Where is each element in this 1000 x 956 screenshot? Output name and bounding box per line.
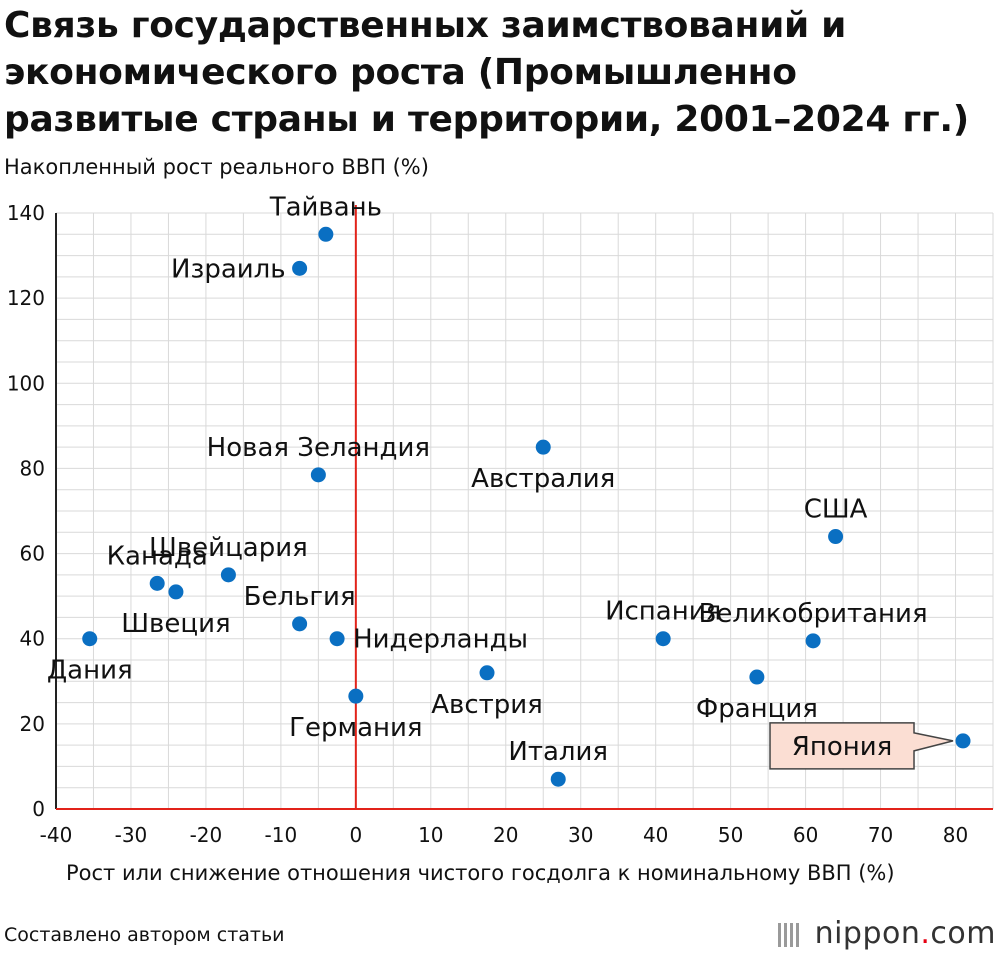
data-point (310, 467, 326, 483)
data-point (292, 616, 308, 632)
point-label: Тайвань (269, 192, 382, 222)
point-label-group: Новая Зеландия (207, 433, 430, 463)
point-label-group: Австралия (471, 464, 615, 494)
data-point (318, 226, 334, 242)
x-tick-label: 80 (943, 823, 968, 847)
x-tick-label: 70 (868, 823, 893, 847)
point-label: Новая Зеландия (207, 433, 430, 463)
point-label: Дания (47, 656, 133, 686)
tick-labels: 0 20 40 60 80 100 120 140 -40 -30 -20 -10 0 10 20 30 40 5… (7, 201, 968, 847)
point-label-group: Австрия (431, 690, 543, 720)
point-label-group: Нидерланды (353, 625, 528, 655)
point-label-group: Швейцария (149, 533, 308, 563)
point-label-group: США (804, 495, 868, 525)
x-tick-label: 0 (349, 823, 362, 847)
y-tick-label: 140 (7, 201, 45, 225)
x-tick-label: -30 (115, 823, 148, 847)
x-tick-label: -20 (190, 823, 223, 847)
point-label: Италия (508, 737, 608, 767)
point-label: Германия (289, 713, 422, 743)
data-point (292, 260, 308, 276)
x-tick-label: 30 (568, 823, 593, 847)
source-note: Составлено автором статьи (4, 924, 285, 946)
x-tick-label: 20 (493, 823, 518, 847)
x-tick-label: 50 (718, 823, 743, 847)
data-point (550, 771, 566, 787)
data-point (535, 439, 551, 455)
point-label: Великобритания (699, 599, 928, 629)
callout-box (769, 722, 954, 770)
data-point (329, 631, 345, 647)
point-label-group: Израиль (171, 254, 286, 284)
point-label-group: Испания (605, 597, 721, 627)
data-point (348, 688, 364, 704)
point-label-group: Швеция (121, 609, 230, 639)
point-label-group: Великобритания (699, 599, 928, 629)
y-tick-label: 40 (20, 627, 45, 651)
point-label: Испания (605, 597, 721, 627)
y-tick-label: 20 (20, 712, 45, 736)
point-label-group: Бельгия (244, 582, 356, 612)
point-label: Франция (696, 694, 818, 724)
data-point (149, 575, 165, 591)
point-label-group: Канада (107, 541, 208, 571)
x-tick-label: 60 (793, 823, 818, 847)
data-point (479, 665, 495, 681)
point-label: Япония (792, 732, 893, 762)
point-label: Швеция (121, 609, 230, 639)
data-point (955, 733, 971, 749)
x-axis-label: Рост или снижение отношения чистого госд… (66, 861, 895, 885)
point-label: Австрия (431, 690, 543, 720)
y-tick-label: 60 (20, 542, 45, 566)
data-point (828, 529, 844, 545)
x-tick-label: 40 (643, 823, 668, 847)
point-label: Швейцария (149, 533, 308, 563)
point-label: Бельгия (244, 582, 356, 612)
data-point (82, 631, 98, 647)
data-point (168, 584, 184, 600)
point-label-group: Франция (696, 694, 818, 724)
data-points (82, 226, 971, 787)
y-tick-label: 80 (20, 456, 45, 480)
data-point (220, 567, 236, 583)
chart-title: Связь государственных заимствований и эк… (4, 5, 969, 140)
x-tick-label: -10 (265, 823, 298, 847)
point-label: Австралия (471, 464, 615, 494)
point-label-group: Германия (289, 713, 422, 743)
point-label: Канада (107, 541, 208, 571)
point-label-group: Дания (47, 656, 133, 686)
point-label-group: Япония (769, 722, 954, 770)
x-tick-label: -40 (40, 823, 73, 847)
logo-suffix: com (930, 916, 996, 951)
nippon-logo-icon (778, 923, 799, 947)
y-tick-label: 100 (7, 371, 45, 395)
data-point (655, 631, 671, 647)
logo-dot: . (920, 916, 931, 951)
data-point (805, 633, 821, 649)
point-label: Израиль (171, 254, 286, 284)
point-label: Нидерланды (353, 625, 528, 655)
data-point (749, 669, 765, 685)
x-tick-label: 10 (418, 823, 443, 847)
axes (55, 205, 993, 810)
scatter-chart: 0 20 40 60 80 100 120 140 -40 -30 -20 -10 0 10 20 30 40 5… (7, 192, 994, 847)
point-label-group: Италия (508, 737, 608, 767)
point-label-group: Тайвань (269, 192, 382, 222)
y-axis-label: Накопленный рост реального ВВП (%) (4, 155, 429, 179)
nippon-logo: nippon.com (815, 916, 996, 951)
logo-name: nippon (814, 916, 921, 951)
point-labels: Тайвань Израиль Новая Зеландия Австралия США… (47, 192, 954, 770)
point-label: США (804, 495, 868, 525)
y-tick-label: 120 (7, 286, 45, 310)
y-tick-label: 0 (32, 797, 45, 821)
